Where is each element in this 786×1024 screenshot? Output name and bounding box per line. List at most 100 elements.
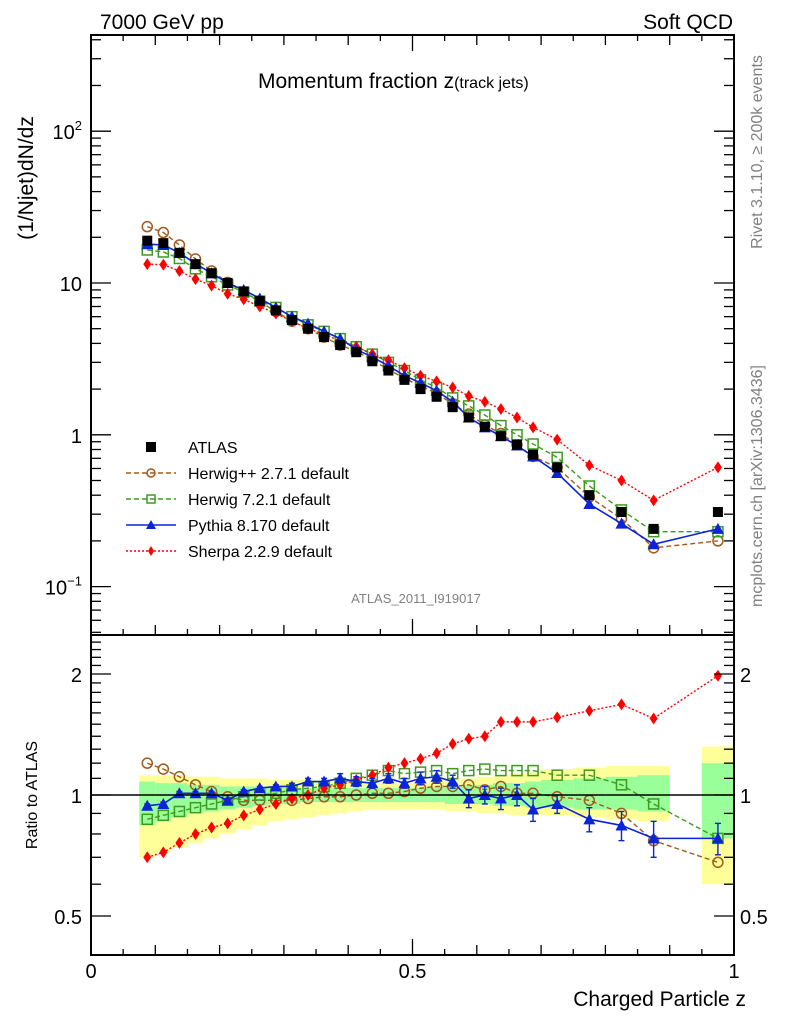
legend-marker bbox=[148, 546, 154, 556]
legend-label: Herwig 7.2.1 default bbox=[188, 492, 331, 509]
ratio-point bbox=[615, 779, 628, 791]
data-point bbox=[223, 287, 232, 300]
data-point bbox=[552, 462, 563, 473]
data-point bbox=[528, 449, 539, 460]
legend-item: Pythia 8.170 default bbox=[126, 518, 330, 535]
ratio-point bbox=[159, 846, 168, 859]
ratio-point bbox=[432, 747, 441, 760]
ratio-point bbox=[527, 803, 540, 815]
data-point bbox=[712, 507, 723, 518]
ratio-bands bbox=[139, 746, 734, 885]
ratio-point bbox=[173, 805, 186, 818]
data-point bbox=[383, 365, 394, 376]
data-point bbox=[141, 220, 154, 233]
ratio-point bbox=[400, 757, 409, 770]
data-point bbox=[616, 507, 627, 518]
ratio-point bbox=[463, 764, 475, 777]
ratio-point bbox=[382, 787, 395, 800]
ratio-point bbox=[173, 771, 186, 783]
data-point bbox=[303, 323, 314, 334]
data-point bbox=[583, 498, 596, 510]
data-point bbox=[431, 391, 442, 402]
data-point bbox=[511, 439, 522, 450]
ratio-point bbox=[141, 757, 154, 769]
data-point bbox=[463, 412, 474, 423]
ratio-line bbox=[147, 768, 719, 840]
data-point bbox=[464, 390, 473, 403]
band-stat-uncertainty bbox=[187, 784, 204, 814]
x-tick-label: 0 bbox=[85, 961, 96, 983]
data-point bbox=[158, 238, 169, 249]
data-point bbox=[174, 247, 185, 258]
data-point bbox=[206, 268, 217, 279]
ratio-point bbox=[551, 797, 564, 809]
ratio-point bbox=[585, 704, 594, 717]
plot-title-sub: (track jets) bbox=[454, 75, 529, 92]
ratio-series-sherpa-2-2-9-default bbox=[143, 669, 722, 864]
data-point bbox=[584, 490, 595, 501]
ratio-point bbox=[712, 856, 724, 869]
y-tick-base: 1 bbox=[71, 426, 82, 448]
ratio-point bbox=[711, 832, 724, 844]
data-point bbox=[175, 264, 184, 277]
data-point bbox=[367, 356, 378, 367]
y-tick-label: 10 bbox=[60, 274, 82, 296]
y-tick-exponent: 2 bbox=[75, 118, 82, 133]
band-stat-uncertainty bbox=[605, 776, 638, 810]
data-point bbox=[159, 258, 168, 271]
data-point bbox=[713, 461, 722, 474]
ratio-tick-label-left: 2 bbox=[71, 665, 82, 687]
ratio-point bbox=[527, 764, 539, 777]
data-point bbox=[447, 402, 458, 413]
data-point bbox=[551, 451, 563, 464]
ratio-point bbox=[237, 785, 250, 797]
side-text-top: Rivet 3.1.10, ≥ 200k events bbox=[749, 55, 766, 249]
data-point bbox=[254, 296, 265, 307]
ratio-point bbox=[175, 836, 184, 849]
ratio-point bbox=[350, 775, 363, 787]
y-tick-label: 1 bbox=[71, 426, 82, 448]
data-point bbox=[479, 421, 490, 432]
plot-title-main: Momentum fraction z bbox=[258, 70, 454, 93]
y-tick-label: 10−1 bbox=[45, 574, 82, 600]
data-point bbox=[712, 535, 724, 547]
series-atlas bbox=[142, 235, 723, 534]
ratio-tick-label-right: 2 bbox=[740, 665, 751, 687]
ratio-point bbox=[302, 775, 315, 787]
band-stat-uncertainty bbox=[637, 775, 670, 812]
ratio-point bbox=[615, 819, 628, 831]
ratio-point bbox=[462, 792, 475, 804]
data-point bbox=[351, 347, 362, 358]
legend-label: ATLAS bbox=[188, 440, 238, 457]
ratio-point bbox=[430, 770, 443, 782]
data-point bbox=[479, 409, 491, 421]
ratio-point bbox=[647, 798, 660, 810]
data-point bbox=[496, 402, 505, 415]
ratio-point bbox=[191, 827, 200, 840]
data-point bbox=[432, 375, 441, 388]
data-point bbox=[415, 384, 426, 395]
data-point bbox=[207, 279, 216, 292]
x-tick-label: 0.5 bbox=[399, 961, 427, 983]
series-layer bbox=[141, 220, 724, 554]
data-point bbox=[143, 258, 152, 271]
ratio-point bbox=[253, 782, 266, 794]
y-tick-label: 102 bbox=[53, 118, 82, 144]
data-point bbox=[553, 433, 562, 446]
legend-label: Herwig++ 2.7.1 default bbox=[188, 466, 350, 483]
ratio-point bbox=[551, 769, 563, 781]
data-point bbox=[448, 381, 457, 394]
ratio-layer bbox=[141, 669, 724, 869]
y-tick-base: 10 bbox=[60, 274, 82, 296]
legend-marker bbox=[146, 468, 156, 478]
ratio-point bbox=[271, 797, 280, 810]
ratio-point bbox=[205, 798, 218, 810]
data-point bbox=[527, 438, 539, 450]
ratio-point bbox=[494, 792, 507, 804]
ratio-point bbox=[649, 712, 658, 725]
ratio-point bbox=[382, 772, 395, 784]
x-tick-label: 1 bbox=[728, 961, 739, 983]
x-axis-label: Charged Particle z bbox=[573, 988, 746, 1011]
header-right: Soft QCD bbox=[643, 11, 733, 34]
